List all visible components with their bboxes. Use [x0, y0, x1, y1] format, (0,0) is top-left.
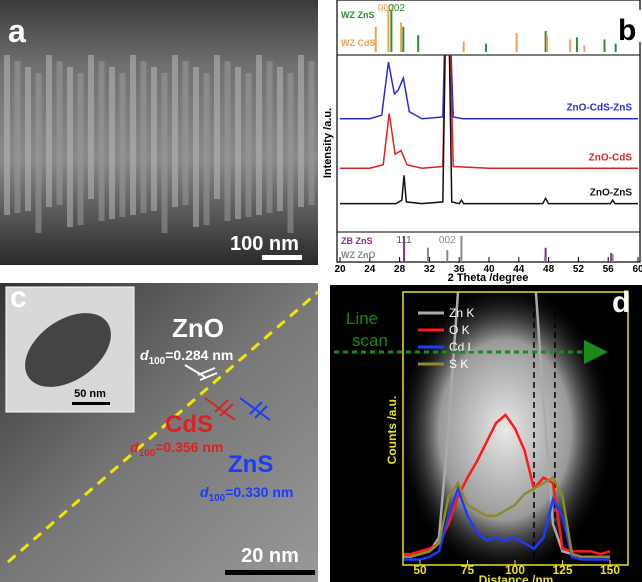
inset-scale-bar	[72, 402, 110, 405]
sem-column	[183, 61, 189, 205]
x-tick-label: 56	[603, 264, 615, 275]
sem-column	[141, 61, 147, 213]
sem-column	[4, 55, 10, 215]
annotation: Line	[346, 309, 378, 328]
figure: a 100 nm 50 nm c ZnO d100=0.284 nm CdS d…	[0, 0, 642, 582]
sem-column	[204, 73, 210, 225]
panel-label: b	[618, 14, 636, 47]
legend-label: Zn K	[449, 306, 474, 320]
page: {"panel_a": {"label": "a", "scale_bar": …	[0, 0, 642, 582]
x-axis-label: 2 Theta /degree	[448, 272, 529, 284]
panel-label: d	[612, 286, 630, 319]
sem-column	[15, 61, 21, 213]
index: 100	[139, 448, 156, 459]
sem-column	[67, 67, 73, 227]
reference-label: WZ ZnS	[341, 10, 375, 20]
sem-column	[277, 67, 283, 211]
peak-label: 002	[388, 3, 405, 14]
sem-column	[193, 67, 199, 227]
reference-label: WZ CdS	[341, 38, 376, 48]
sem-column	[57, 61, 63, 205]
scale-bar	[225, 570, 315, 575]
peak-label: 002	[439, 235, 456, 246]
haadf-image	[395, 280, 615, 580]
x-tick-label: 24	[364, 264, 376, 275]
scale-bar	[262, 255, 302, 260]
sem-column	[25, 67, 31, 211]
phase-name: ZnO	[172, 313, 224, 343]
x-tick-label: 32	[424, 264, 436, 275]
x-tick-label: 20	[334, 264, 346, 275]
sem-column	[246, 73, 252, 217]
x-tick-label: 150	[600, 563, 620, 577]
sem-column	[130, 55, 136, 215]
sem-column	[109, 67, 115, 219]
sem-column	[214, 55, 220, 199]
sem-column	[120, 73, 126, 217]
legend-label: O K	[449, 323, 470, 337]
sem-column	[46, 55, 52, 207]
index: 100	[209, 493, 226, 504]
index: 100	[149, 356, 166, 367]
sem-column	[162, 73, 168, 233]
spacing: =0.330 nm	[225, 484, 293, 500]
x-tick-label: 48	[543, 264, 555, 275]
sem-column	[298, 55, 304, 207]
sem-column	[36, 73, 42, 233]
x-tick-label: 28	[394, 264, 406, 275]
panel-a: a 100 nm	[0, 0, 318, 265]
legend-label: S K	[449, 357, 468, 371]
sem-column	[235, 67, 241, 219]
reference-label: WZ ZnO	[341, 250, 376, 260]
panel-label: a	[8, 13, 26, 49]
phase-name: CdS	[165, 411, 213, 438]
sem-column	[256, 55, 262, 215]
sem-column	[88, 55, 94, 199]
sem-column	[78, 73, 84, 225]
x-tick-label: 60	[632, 264, 642, 275]
series-label: ZnO-ZnS	[590, 188, 633, 199]
x-tick-label: 125	[552, 563, 572, 577]
panel-c: 50 nm c ZnO d100=0.284 nm CdS d100=0.356…	[0, 281, 318, 582]
peak-label: 111	[396, 235, 412, 246]
y-axis-label: Intensity /a.u.	[322, 108, 334, 178]
phase-name: ZnS	[228, 451, 273, 478]
sem-column	[309, 61, 315, 205]
sem-column	[172, 55, 178, 207]
x-axis-label: Distance /nm	[479, 573, 554, 582]
inset-scale-label: 50 nm	[74, 388, 106, 400]
spacing: =0.356 nm	[155, 439, 223, 455]
sem-column	[267, 61, 273, 213]
scale-bar-label: 20 nm	[241, 545, 299, 567]
series-label: ZnO-CdS-ZnS	[566, 103, 632, 114]
sem-column	[225, 61, 231, 221]
y-axis-label: Counts /a.u.	[385, 396, 399, 465]
x-tick-label: 50	[413, 563, 427, 577]
series-label: ZnO-CdS	[589, 152, 633, 163]
panel-label: c	[10, 281, 27, 314]
scale-bar-label: 100 nm	[230, 233, 299, 255]
annotation: scan	[352, 331, 388, 350]
sem-column	[99, 61, 105, 221]
x-tick-label: 52	[573, 264, 585, 275]
sem-column	[288, 73, 294, 233]
sem-column	[151, 67, 157, 211]
spacing: =0.284 nm	[165, 347, 233, 363]
reference-label: ZB ZnS	[341, 236, 373, 246]
x-tick-label: 75	[461, 563, 475, 577]
